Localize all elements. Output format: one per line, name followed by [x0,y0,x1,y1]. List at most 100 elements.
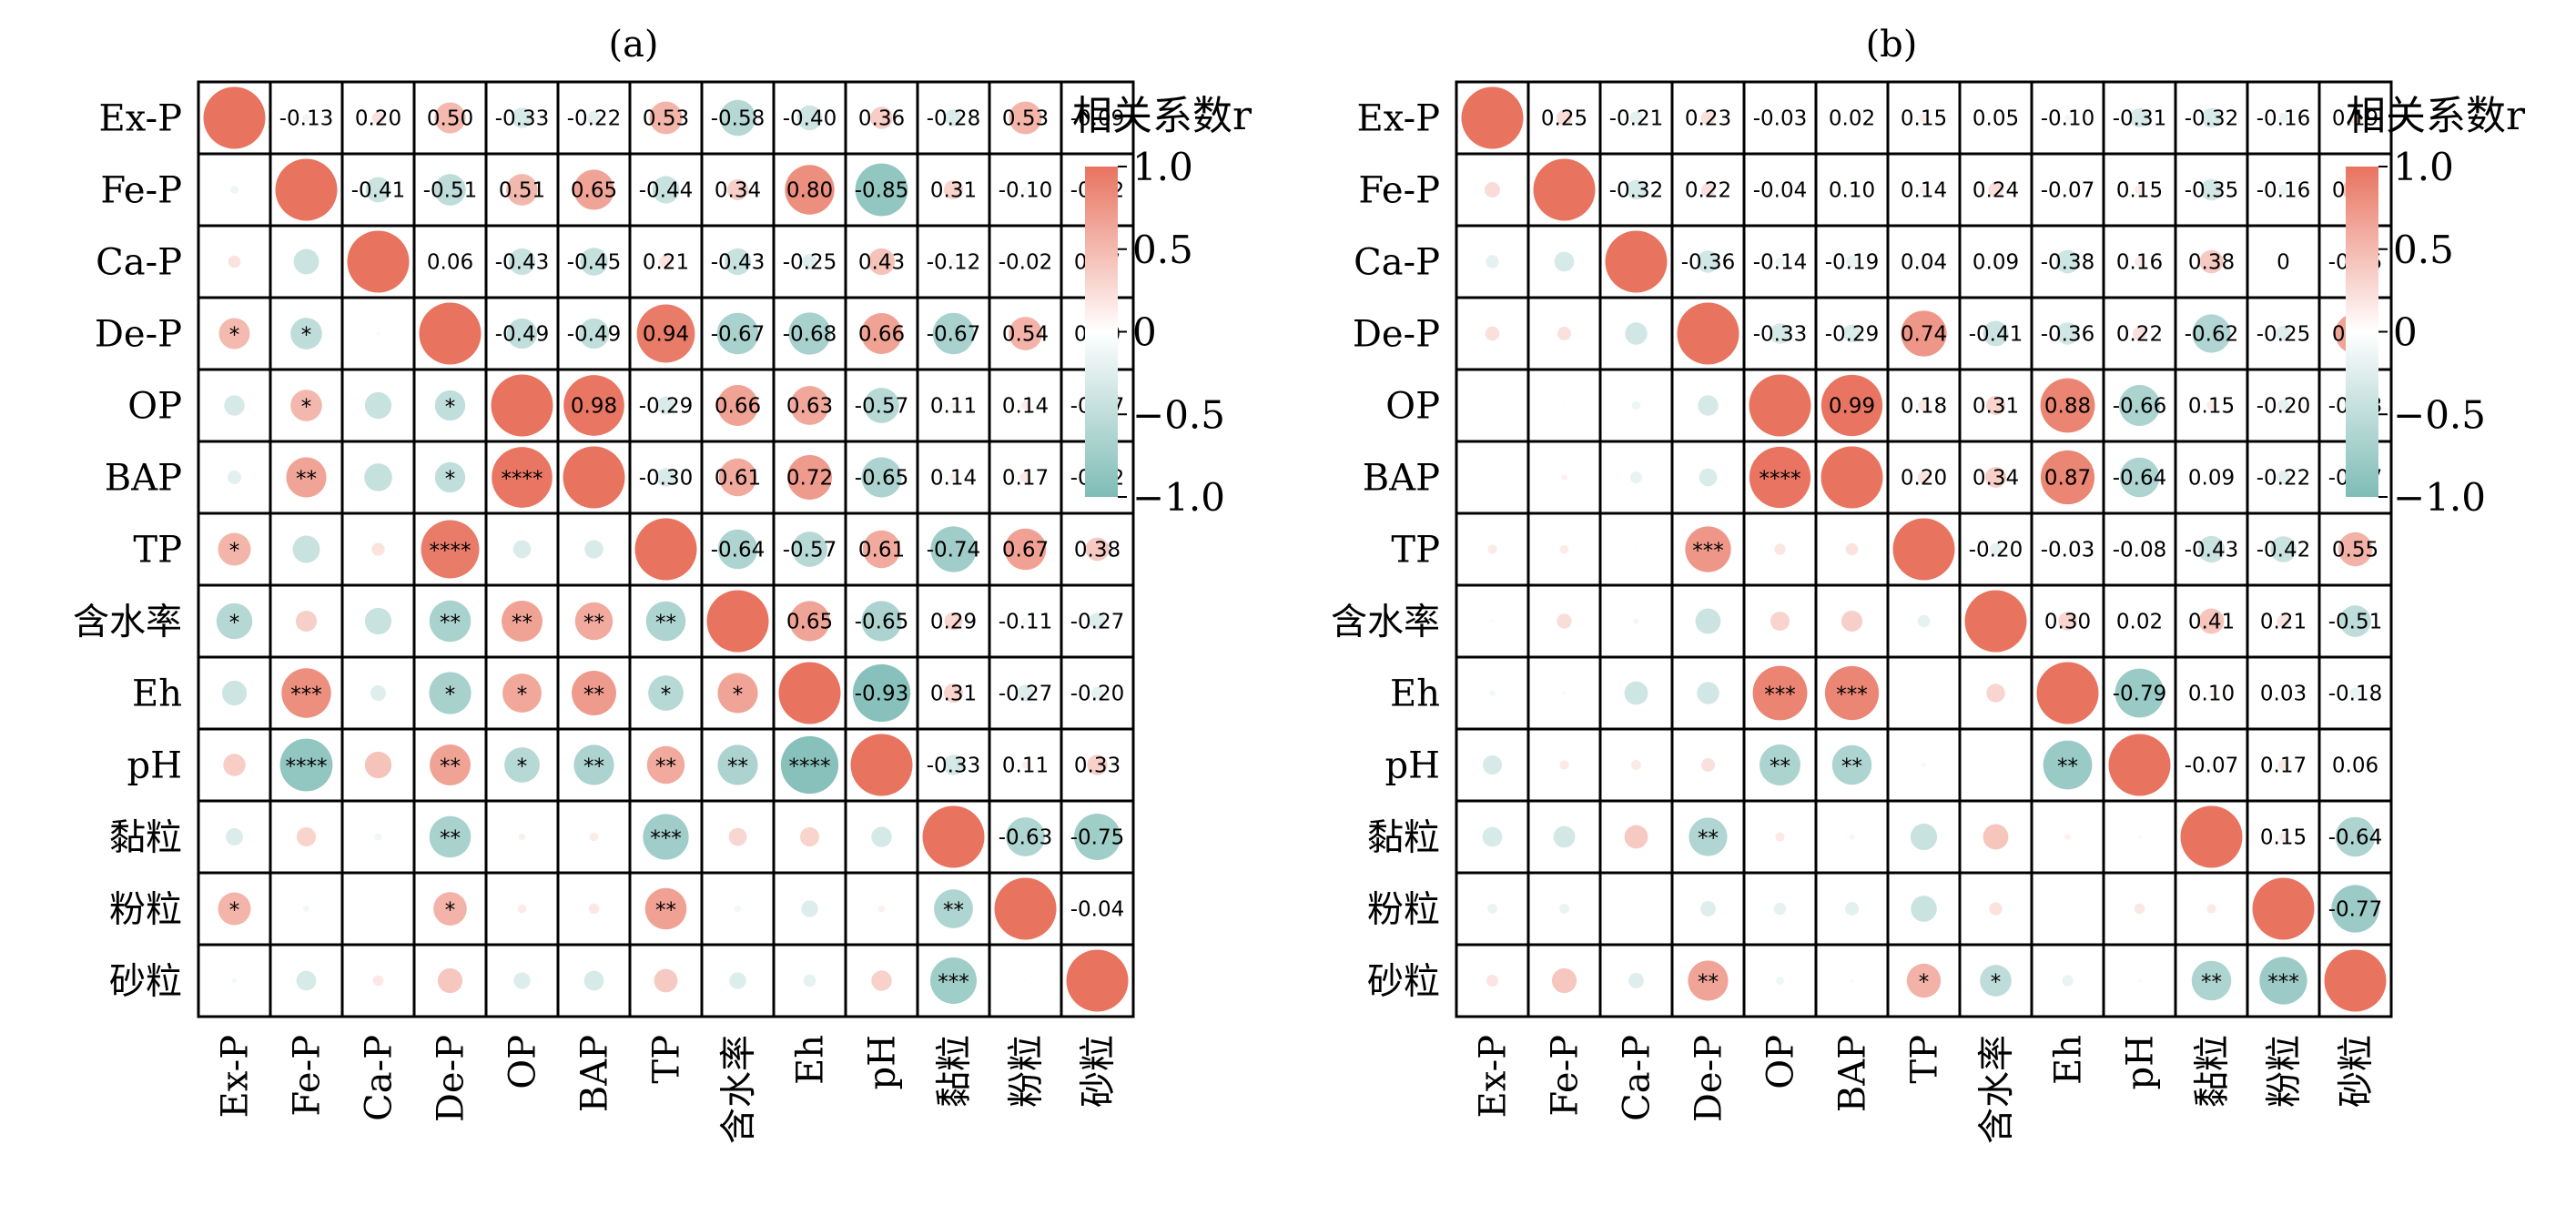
correlation-circle [1677,302,1739,365]
correlation-value: -0.49 [567,323,622,347]
correlation-value: -0.32 [2185,107,2239,131]
correlation-circle [2138,620,2141,623]
correlation-value: 0.24 [1973,179,2019,203]
correlation-value: -0.33 [927,754,981,778]
correlation-circle [1490,619,1495,623]
correlation-circle [2278,113,2288,123]
significance-stars: **** [286,755,328,779]
column-label: 砂粒 [2336,1035,2378,1108]
correlation-circle [717,385,758,426]
correlation-circle [1559,904,1569,914]
correlation-circle [512,540,532,559]
correlation-circle [729,972,746,989]
correlation-circle [801,900,818,917]
correlation-value: -0.20 [1969,539,2023,562]
significance-stars: ** [655,612,676,635]
correlation-circle [377,907,380,910]
row-label: Fe-P [1358,170,1440,212]
correlation-circle [871,826,892,847]
column-label: 砂粒 [1078,1035,1120,1108]
correlation-value: 0.15 [1901,107,1947,131]
correlation-value: 0.88 [2044,395,2091,419]
significance-stars: ** [1770,755,1790,779]
row-label: Fe-P [100,170,182,212]
colorbar-tick-label: 0 [1132,310,1157,355]
correlation-circle [716,312,759,355]
correlation-value: 0.02 [1829,107,1875,131]
row-label: Ca-P [96,242,182,284]
significance-stars: *** [290,684,322,707]
heatmap-cell [2102,943,2177,1018]
correlation-circle [949,258,958,266]
correlation-circle [994,877,1057,940]
heatmap-cell [412,871,488,947]
correlation-circle [1021,617,1029,625]
heatmap-cell [988,80,1063,156]
row-label: 粉粒 [1367,889,1440,931]
correlation-circle [1533,158,1596,221]
correlation-value: -0.32 [1609,179,1664,203]
correlation-circle [1486,255,1499,268]
correlation-value: -0.25 [783,251,837,275]
correlation-value: -0.43 [2185,539,2239,562]
correlation-circle [2331,885,2379,933]
significance-stars: ** [655,899,676,923]
correlation-value: -0.16 [2257,179,2311,203]
significance-stars: *** [1692,540,1724,563]
correlation-circle [292,535,320,563]
correlation-circle [1485,326,1500,341]
correlation-circle [2135,185,2145,195]
correlation-circle [506,318,538,349]
correlation-value: 0.72 [786,467,833,491]
significance-stars: * [445,468,456,491]
correlation-circle [2209,763,2214,767]
correlation-circle [1700,110,1716,126]
correlation-circle [2259,957,2307,1005]
correlation-circle [634,518,697,581]
correlation-circle [1775,832,1785,842]
correlation-value: -0.45 [567,251,622,275]
correlation-circle [1695,608,1721,634]
correlation-value: -0.36 [1681,251,1736,275]
correlation-circle [434,390,466,421]
correlation-circle [1921,762,1927,768]
correlation-circle [792,532,827,567]
correlation-circle [1779,188,1781,191]
significance-stars: * [445,899,456,923]
correlation-value: -0.57 [783,539,837,562]
correlation-circle [573,169,614,210]
correlation-circle [949,401,958,410]
column-label: pH [2120,1035,2162,1090]
correlation-value: -0.58 [711,107,766,131]
correlation-circle [2064,834,2071,840]
row-label: 黏粒 [109,817,182,859]
correlation-circle [1989,542,2003,556]
correlation-circle [1491,476,1494,479]
colorbar-gradient [1085,167,1118,497]
correlation-circle [646,745,685,785]
correlation-circle [648,675,684,711]
correlation-circle [2276,326,2291,341]
correlation-value: 0.65 [571,179,617,203]
correlation-value: -0.68 [783,323,837,347]
correlation-circle [1980,965,2012,997]
heatmap-cell [916,368,991,443]
correlation-circle [2134,903,2145,915]
correlation-value: -0.04 [1070,898,1125,922]
correlation-circle [802,254,817,269]
correlation-circle [508,248,536,276]
correlation-circle [364,607,392,635]
correlation-circle [364,391,392,420]
column-label: Ex-P [1473,1035,1515,1118]
correlation-circle [1626,179,1647,200]
correlation-circle [296,970,317,991]
correlation-circle [2206,904,2216,914]
correlation-circle [1846,256,1858,268]
heatmap-cell [1598,511,1674,587]
correlation-value: 0.31 [1973,395,2019,419]
correlation-circle [1685,526,1731,572]
correlation-circle [2277,399,2290,412]
correlation-circle [2338,532,2373,567]
correlation-circle [1024,979,1027,982]
correlation-circle [850,734,913,796]
